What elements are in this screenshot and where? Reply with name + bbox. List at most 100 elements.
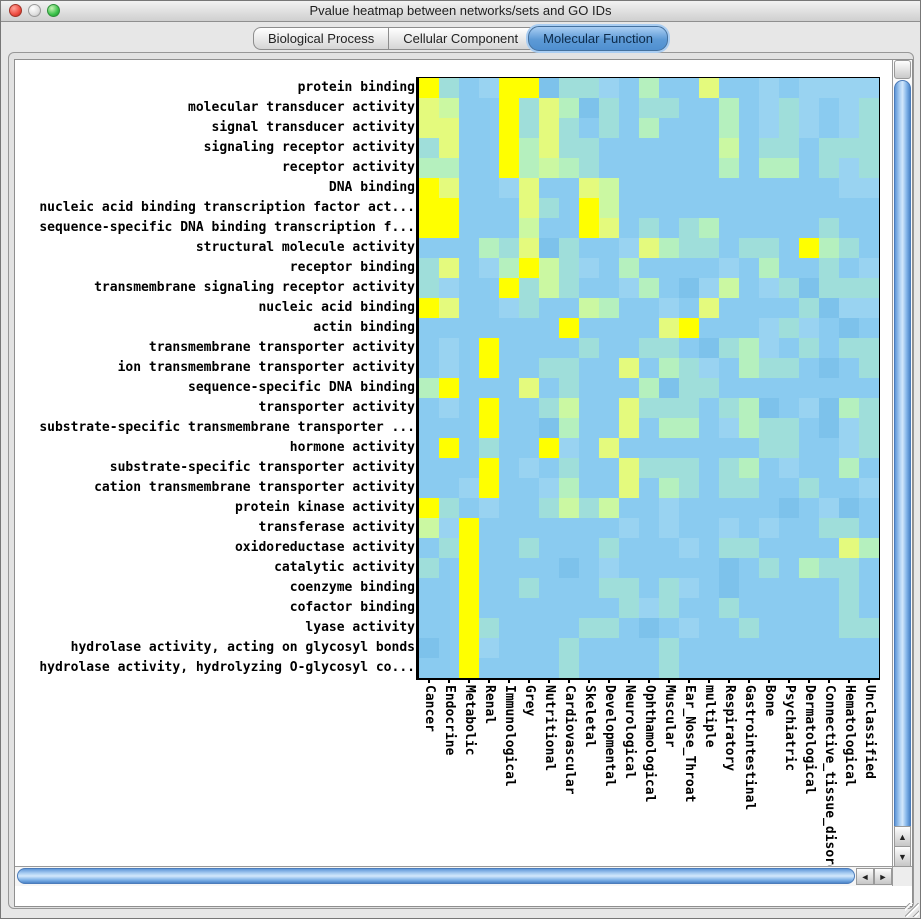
heatmap-cell xyxy=(819,358,839,378)
tab-cellular-component[interactable]: Cellular Component xyxy=(388,27,534,50)
heatmap-cell xyxy=(479,458,499,478)
heatmap-cell xyxy=(479,538,499,558)
heatmap-cell xyxy=(699,498,719,518)
heatmap-cell xyxy=(819,78,839,98)
heatmap-cell xyxy=(459,518,479,538)
scroll-right-arrow-button[interactable]: ► xyxy=(874,868,892,885)
horizontal-scroll-thumb[interactable] xyxy=(17,868,855,884)
heatmap-cell xyxy=(559,198,579,218)
heatmap-cell xyxy=(759,538,779,558)
heatmap-cell xyxy=(519,138,539,158)
heatmap-cell xyxy=(679,138,699,158)
heatmap-cell xyxy=(419,498,439,518)
heatmap-cell xyxy=(599,258,619,278)
heatmap-cell xyxy=(639,158,659,178)
heatmap-cell xyxy=(559,658,579,678)
heatmap-cell xyxy=(579,618,599,638)
scroll-down-arrow-button[interactable]: ▼ xyxy=(894,846,911,867)
heatmap-cell xyxy=(499,218,519,238)
vertical-scroll-thumb[interactable] xyxy=(894,80,911,846)
minimize-button[interactable] xyxy=(28,4,41,17)
heatmap-cell xyxy=(679,218,699,238)
heatmap-cell xyxy=(859,498,879,518)
heatmap-cell xyxy=(459,98,479,118)
heatmap-cell xyxy=(559,578,579,598)
heatmap-cell xyxy=(639,658,659,678)
heatmap-cell xyxy=(719,258,739,278)
scrollbar-top-button[interactable] xyxy=(894,60,911,79)
heatmap-cell xyxy=(799,278,819,298)
heatmap-cell xyxy=(759,238,779,258)
heatmap-cell xyxy=(719,658,739,678)
heatmap-cell xyxy=(419,338,439,358)
heatmap-cell xyxy=(699,238,719,258)
horizontal-scrollbar[interactable]: ◄ ► xyxy=(15,866,892,886)
heatmap-cell xyxy=(779,498,799,518)
heatmap-cell xyxy=(779,198,799,218)
heatmap-cell xyxy=(819,338,839,358)
heatmap-cell xyxy=(719,438,739,458)
heatmap-cell xyxy=(579,398,599,418)
heatmap-cell xyxy=(799,358,819,378)
heatmap-cell xyxy=(759,598,779,618)
heatmap-cell xyxy=(679,518,699,538)
tab-molecular-function[interactable]: Molecular Function xyxy=(528,26,668,51)
heatmap-cell xyxy=(599,558,619,578)
heatmap-cell xyxy=(479,638,499,658)
heatmap-cell xyxy=(599,418,619,438)
heatmap-cell xyxy=(839,598,859,618)
heatmap-cell xyxy=(659,138,679,158)
row-label: sequence-specific DNA binding xyxy=(188,380,415,395)
heatmap-cell xyxy=(439,358,459,378)
heatmap-cell xyxy=(679,278,699,298)
heatmap-cell xyxy=(559,438,579,458)
scroll-up-arrow-button[interactable]: ▲ xyxy=(894,826,911,847)
row-label: protein kinase activity xyxy=(234,500,415,515)
heatmap-cell xyxy=(419,298,439,318)
heatmap-cell xyxy=(479,258,499,278)
heatmap-cell xyxy=(479,558,499,578)
heatmap-cell xyxy=(479,318,499,338)
heatmap-cell xyxy=(739,638,759,658)
heatmap-cell xyxy=(499,418,519,438)
heatmap-cell xyxy=(659,98,679,118)
heatmap-cell xyxy=(799,598,819,618)
heatmap-cell xyxy=(699,138,719,158)
heatmap-cell xyxy=(759,78,779,98)
heatmap-cell xyxy=(499,378,519,398)
heatmap-cell xyxy=(539,78,559,98)
heatmap-cell xyxy=(659,438,679,458)
heatmap-cell xyxy=(559,618,579,638)
heatmap-cell xyxy=(739,358,759,378)
column-label: Endocrine xyxy=(442,685,457,756)
heatmap-cell xyxy=(759,478,779,498)
heatmap-cell xyxy=(859,78,879,98)
column-label: Connective_tissue_disorder xyxy=(822,685,837,886)
window-resize-grip[interactable] xyxy=(905,903,919,917)
heatmap-cell xyxy=(699,278,719,298)
heatmap-cell xyxy=(659,318,679,338)
column-tick xyxy=(748,680,750,683)
heatmap-cell xyxy=(699,318,719,338)
scroll-left-arrow-button[interactable]: ◄ xyxy=(856,868,874,885)
zoom-button[interactable] xyxy=(47,4,60,17)
close-button[interactable] xyxy=(9,4,22,17)
heatmap-cell xyxy=(619,138,639,158)
heatmap-cell xyxy=(859,258,879,278)
heatmap-cell xyxy=(719,638,739,658)
heatmap-cell xyxy=(459,78,479,98)
heatmap-cell xyxy=(559,158,579,178)
heatmap-cell xyxy=(739,218,759,238)
heatmap-cell xyxy=(559,538,579,558)
heatmap-cell xyxy=(799,498,819,518)
title-bar[interactable]: Pvalue heatmap between networks/sets and… xyxy=(0,0,921,22)
tab-biological-process[interactable]: Biological Process xyxy=(253,27,389,50)
heatmap-cell xyxy=(599,498,619,518)
heatmap-cell xyxy=(479,358,499,378)
heatmap-cell xyxy=(579,98,599,118)
heatmap-cell xyxy=(579,518,599,538)
heatmap-cell xyxy=(579,178,599,198)
heatmap-cell xyxy=(779,478,799,498)
vertical-scrollbar[interactable]: ▲ ▼ xyxy=(892,60,912,886)
heatmap-cell xyxy=(539,258,559,278)
